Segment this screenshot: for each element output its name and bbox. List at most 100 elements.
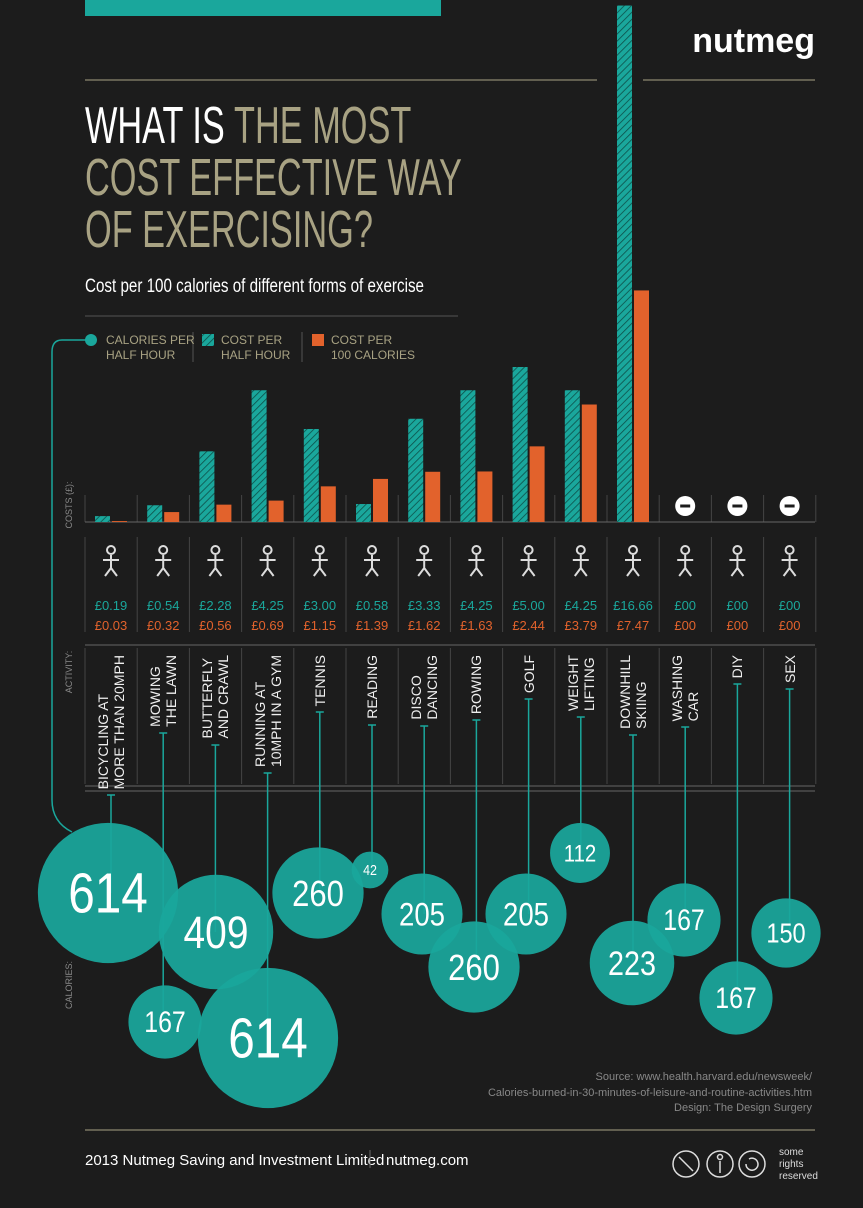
cost-label: £0.58	[356, 598, 389, 613]
cost-label: £1.15	[304, 618, 337, 633]
icon-part	[367, 545, 377, 555]
bar	[617, 5, 632, 523]
activity-icon	[155, 545, 172, 577]
bar	[199, 451, 215, 522]
activity-label: ROWING	[468, 655, 485, 715]
cost-label: £00	[779, 598, 801, 613]
cost-label: £0.69	[251, 618, 284, 633]
bubble	[128, 985, 202, 1059]
activity-icon	[520, 545, 537, 577]
bar	[147, 505, 163, 522]
legend-swatch	[312, 334, 324, 346]
cost-label: £16.66	[613, 598, 653, 613]
cost-label: £3.79	[565, 618, 598, 633]
bubble-label: 205	[399, 897, 445, 933]
cc-icons	[672, 1150, 766, 1178]
activity-icon	[729, 545, 746, 577]
bar	[251, 390, 267, 522]
cost-label: £00	[779, 618, 801, 633]
cost-label: £0.03	[95, 618, 128, 633]
icon-part	[259, 555, 276, 577]
bubble-label: 223	[608, 945, 656, 983]
bar	[373, 478, 388, 522]
activity-label: WEIGHT LIFTING	[564, 655, 597, 711]
cost-label: £00	[674, 598, 696, 613]
title-line: OF EXERCISING?	[85, 201, 373, 259]
icon-part	[364, 555, 380, 577]
bar	[408, 418, 424, 522]
zero-marker	[784, 504, 795, 508]
cost-label: £2.28	[199, 598, 232, 613]
bubble	[158, 874, 274, 990]
bar	[425, 471, 441, 522]
cost-label: £00	[674, 618, 696, 633]
bubble-label: 260	[448, 947, 500, 988]
bar	[512, 367, 528, 522]
activity-icon	[364, 545, 380, 577]
activity-icon	[781, 545, 798, 577]
legend-label: COST PER 100 CALORIES	[331, 333, 416, 362]
icon-part	[155, 555, 172, 577]
bar	[634, 290, 649, 522]
activity-label: BICYCLING AT MORE THAN 20MPH	[95, 655, 127, 790]
cost-label: £4.25	[565, 598, 598, 613]
bubble	[37, 822, 179, 964]
top-band	[85, 0, 441, 16]
icon-part	[106, 545, 116, 555]
bubble	[428, 921, 520, 1013]
bubble	[272, 847, 364, 939]
icon-part	[732, 545, 743, 555]
source: Design: The Design Surgery	[674, 1102, 812, 1114]
bar	[529, 446, 545, 522]
bubble	[550, 823, 610, 883]
title-line: COST EFFECTIVE WAY	[85, 149, 462, 207]
activity-label: WASHING CAR	[669, 655, 702, 722]
activity-icon	[259, 545, 276, 577]
activity-icon	[572, 545, 589, 577]
icon-part	[158, 545, 169, 555]
cost-label: £0.56	[199, 618, 232, 633]
subtitle: Cost per 100 calories of different forms…	[85, 274, 424, 296]
bubble-label: 167	[715, 981, 756, 1014]
icon-part	[677, 555, 694, 577]
activity-icon	[416, 545, 433, 577]
legend-label: COST PER HALF HOUR	[221, 333, 291, 362]
activity-label: RUNNING AT 10MPH IN A GYM	[251, 655, 284, 768]
activity-icon	[625, 545, 641, 577]
cost-label: £0.19	[95, 598, 128, 613]
cost-label: £0.32	[147, 618, 180, 633]
bubble	[699, 961, 773, 1035]
legend-swatch	[202, 334, 214, 346]
activity-label: DOWNHILL SKIING	[617, 655, 649, 729]
icon-part	[523, 545, 534, 555]
icon-part	[471, 545, 482, 555]
activity-label: SEX	[781, 655, 798, 684]
icon-part	[520, 555, 537, 577]
icon-part	[784, 545, 795, 555]
website: nutmeg.com	[386, 1152, 469, 1169]
source: Source: www.health.harvard.edu/newsweek/	[596, 1071, 813, 1083]
icon-part	[262, 545, 273, 555]
bubble-label: 614	[68, 863, 148, 925]
bubble-label: 409	[184, 908, 249, 959]
bubble-label: 150	[766, 919, 805, 949]
zero-marker	[680, 504, 691, 508]
icon-part	[575, 545, 586, 555]
icon-part	[103, 555, 119, 577]
bar	[216, 504, 232, 522]
activity-label: READING	[364, 655, 380, 719]
cost-label: £7.47	[617, 618, 650, 633]
cost-label: £1.62	[408, 618, 441, 633]
icon-part	[210, 545, 221, 555]
cost-label: £3.00	[304, 598, 337, 613]
bar	[320, 486, 336, 522]
bubble	[647, 883, 721, 957]
cost-label: £1.39	[356, 618, 389, 633]
bar	[477, 471, 493, 522]
bubble	[351, 851, 389, 889]
cost-label: £3.33	[408, 598, 441, 613]
bar	[564, 390, 580, 522]
bar	[95, 516, 110, 522]
bar	[581, 404, 597, 522]
connector	[51, 339, 91, 833]
